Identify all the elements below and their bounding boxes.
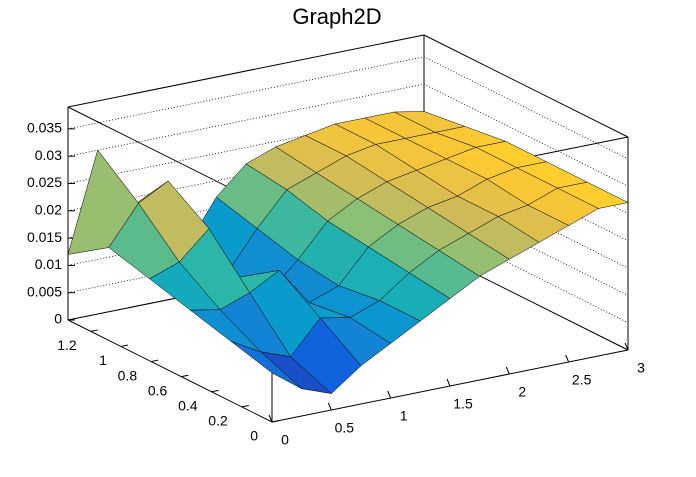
box-edge	[67, 34, 425, 108]
z-tick-label: 0.005	[27, 283, 62, 299]
y-tick-label: 0.4	[178, 397, 198, 413]
y-tick	[241, 404, 249, 408]
grid-line	[67, 83, 629, 187]
x-tick	[327, 402, 332, 411]
box-edge	[423, 34, 629, 138]
y-tick-label: 1	[99, 352, 107, 368]
x-tick	[268, 414, 273, 423]
x-tick-label: 3	[637, 360, 645, 376]
x-tick-label: 1.5	[453, 396, 473, 412]
y-tick-label: 0.6	[148, 382, 168, 398]
x-tick-label: 2	[518, 384, 526, 400]
x-tick	[446, 378, 451, 387]
z-tick-label: 0.025	[27, 174, 62, 190]
z-tick-label: 0.02	[35, 201, 62, 217]
z-tick-label: 0.01	[35, 256, 62, 272]
x-tick-label: 2.5	[572, 372, 592, 388]
surface-cell	[230, 341, 302, 389]
y-tick	[151, 359, 159, 363]
z-tick-label: 0.035	[27, 120, 62, 136]
y-tick	[211, 389, 219, 393]
z-tick-label: 0.015	[27, 229, 62, 245]
y-tick-label: 0.8	[118, 367, 138, 383]
x-tick-label: 1	[400, 408, 408, 424]
z-tick-label: 0.03	[35, 147, 62, 163]
y-tick-label: 0	[250, 428, 258, 444]
y-tick	[181, 374, 189, 378]
y-tick-label: 1.2	[57, 337, 77, 353]
y-tick	[120, 344, 128, 347]
z-tick-label: 0	[54, 311, 62, 327]
x-tick	[387, 390, 392, 399]
x-tick-label: 0.5	[335, 420, 355, 436]
x-tick-label: 0	[281, 432, 289, 448]
chart-title: Graph2D	[292, 4, 381, 29]
y-axis	[67, 319, 273, 423]
x-tick	[565, 354, 570, 363]
y-tick-label: 0.2	[208, 413, 228, 429]
grid-line	[67, 56, 629, 160]
y-tick	[90, 329, 98, 332]
x-tick	[505, 366, 510, 375]
y-tick	[271, 420, 280, 423]
x-tick	[624, 342, 629, 351]
